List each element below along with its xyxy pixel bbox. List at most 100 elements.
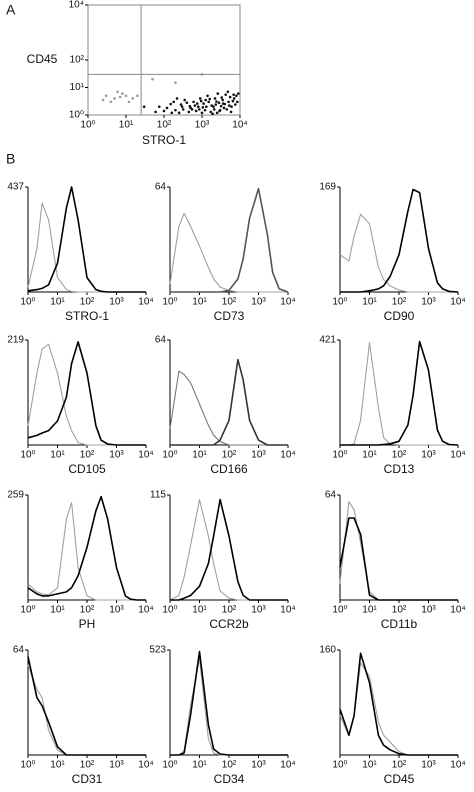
dot xyxy=(202,102,205,105)
dot xyxy=(175,97,179,100)
dot xyxy=(211,112,214,116)
dot xyxy=(113,97,116,100)
histogram-curve xyxy=(340,342,458,446)
dot xyxy=(218,109,221,113)
histogram-curve xyxy=(27,664,146,756)
dot xyxy=(215,111,219,115)
x-axis-label: CD11b xyxy=(381,617,418,631)
x-tick-label: 10⁴ xyxy=(450,450,465,461)
y-tick-label: 10⁴ xyxy=(69,0,84,11)
dot xyxy=(236,92,240,95)
x-tick-label: 10¹ xyxy=(50,297,65,308)
x-tick-label: 10⁰ xyxy=(332,605,347,616)
dot xyxy=(157,105,161,109)
x-tick-label: 10¹ xyxy=(362,605,377,616)
y-tick-label: 64 xyxy=(13,645,25,656)
x-tick-label: 10² xyxy=(392,450,407,461)
histogram-curve xyxy=(170,498,288,601)
dot xyxy=(208,97,212,101)
x-tick-label: 10⁴ xyxy=(138,450,153,461)
dot xyxy=(124,94,128,98)
x-tick-label: 10³ xyxy=(109,297,124,308)
dot xyxy=(198,108,201,111)
dot xyxy=(174,81,177,84)
x-axis-label: CD45 xyxy=(384,772,415,786)
y-tick-label: 219 xyxy=(7,335,24,346)
dot xyxy=(215,100,218,103)
dot xyxy=(232,97,236,100)
dot xyxy=(142,105,146,109)
x-tick-label: 10¹ xyxy=(192,297,207,308)
x-tick-label: 10¹ xyxy=(362,297,377,308)
y-tick-label: 523 xyxy=(149,645,166,656)
dot xyxy=(226,90,230,94)
histogram-curve xyxy=(170,358,288,446)
x-tick-label: 10³ xyxy=(251,760,266,771)
dot xyxy=(228,95,232,99)
x-tick-label: 10¹ xyxy=(50,605,65,616)
dot xyxy=(201,106,205,109)
x-axis-label: CD90 xyxy=(384,309,415,323)
dot xyxy=(236,100,239,104)
x-tick-label: 10¹ xyxy=(119,120,134,131)
dot xyxy=(183,98,186,102)
y-tick-label: 259 xyxy=(7,490,24,501)
histogram-curve xyxy=(27,186,146,293)
dot xyxy=(229,110,233,114)
x-tick-label: 10² xyxy=(392,297,407,308)
dot xyxy=(225,108,229,111)
x-tick-label: 10³ xyxy=(109,605,124,616)
dot xyxy=(162,109,166,113)
histogram-curve xyxy=(340,188,459,293)
panel-label: B xyxy=(6,151,15,167)
x-tick-label: 10³ xyxy=(251,297,266,308)
x-tick-label: 10⁴ xyxy=(450,605,465,616)
x-axis-label: CD31 xyxy=(72,772,103,786)
histogram-curve xyxy=(339,652,458,756)
x-tick-label: 10² xyxy=(80,450,95,461)
x-tick-label: 10¹ xyxy=(50,450,65,461)
dot xyxy=(205,105,208,109)
y-tick-label: 421 xyxy=(319,335,336,346)
dot xyxy=(177,111,181,115)
dot xyxy=(213,97,217,100)
x-tick-label: 10² xyxy=(80,605,95,616)
y-tick-label: 10¹ xyxy=(70,82,85,93)
x-tick-label: 10⁰ xyxy=(162,450,177,461)
y-tick-label: 64 xyxy=(155,182,167,193)
x-tick-label: 10¹ xyxy=(362,450,377,461)
dot xyxy=(154,110,157,114)
x-tick-label: 10¹ xyxy=(50,760,65,771)
dot xyxy=(224,93,227,96)
histogram-curve xyxy=(170,650,288,756)
dot xyxy=(235,94,238,98)
y-tick-label: 169 xyxy=(319,182,336,193)
x-axis-label: CD73 xyxy=(214,309,245,323)
dot xyxy=(195,102,199,105)
dot xyxy=(151,77,154,81)
dot xyxy=(199,99,203,103)
dot xyxy=(192,100,195,104)
x-tick-label: 10² xyxy=(157,120,172,131)
dot xyxy=(180,105,184,109)
histogram-curve xyxy=(169,370,288,446)
panel-label: A xyxy=(6,2,16,18)
x-tick-label: 10⁰ xyxy=(20,297,35,308)
x-tick-label: 10² xyxy=(80,760,95,771)
x-tick-label: 10³ xyxy=(109,760,124,771)
dot xyxy=(233,103,237,106)
x-tick-label: 10¹ xyxy=(362,760,377,771)
dot xyxy=(221,98,224,102)
x-tick-label: 10⁰ xyxy=(20,605,35,616)
x-tick-label: 10⁰ xyxy=(20,760,35,771)
x-tick-label: 10¹ xyxy=(192,605,207,616)
x-tick-label: 10⁴ xyxy=(232,120,247,131)
y-tick-label: 115 xyxy=(150,490,166,501)
dot xyxy=(220,96,224,99)
histogram-curve xyxy=(27,502,146,601)
x-tick-label: 10¹ xyxy=(192,760,207,771)
histogram-curve xyxy=(27,343,146,446)
x-tick-label: 10⁴ xyxy=(138,760,153,771)
dot xyxy=(204,98,207,102)
